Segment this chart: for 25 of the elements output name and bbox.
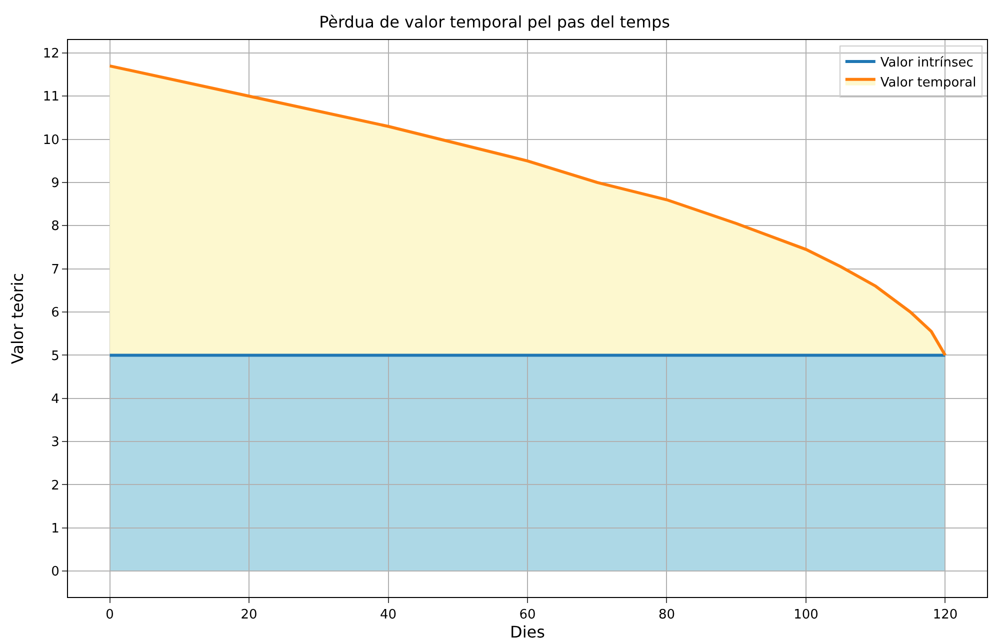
y-tick-label: 6 [51,306,60,321]
y-tick-label: 2 [51,478,60,494]
x-tick-label: 120 [932,608,958,623]
y-tick-label: 5 [51,348,60,364]
legend-label: Valor intrínsec [880,56,974,71]
x-tick-label: 60 [519,608,536,623]
y-axis-title: Valor teòric [8,272,27,364]
legend-label: Valor temporal [880,75,976,90]
y-tick-label: 3 [51,435,60,450]
x-axis-title: Dies [510,622,545,642]
x-tick-label: 0 [106,608,114,623]
y-tick-label: 0 [51,564,60,580]
x-tick-label: 100 [794,608,818,623]
y-tick-label: 4 [51,392,60,407]
y-tick-label: 11 [42,90,60,105]
y-tick-label: 1 [51,521,60,536]
y-tick-label: 7 [51,262,60,278]
chart-title: Pèrdua de valor temporal pel pas del temps [319,12,670,32]
x-tick-label: 20 [240,608,258,623]
x-tick-label: 80 [658,608,676,623]
y-tick-label: 12 [42,46,60,62]
y-tick-label: 8 [51,219,60,234]
y-tick-label: 10 [42,132,60,148]
y-tick-label: 9 [51,176,60,192]
x-tick-label: 40 [380,608,397,623]
